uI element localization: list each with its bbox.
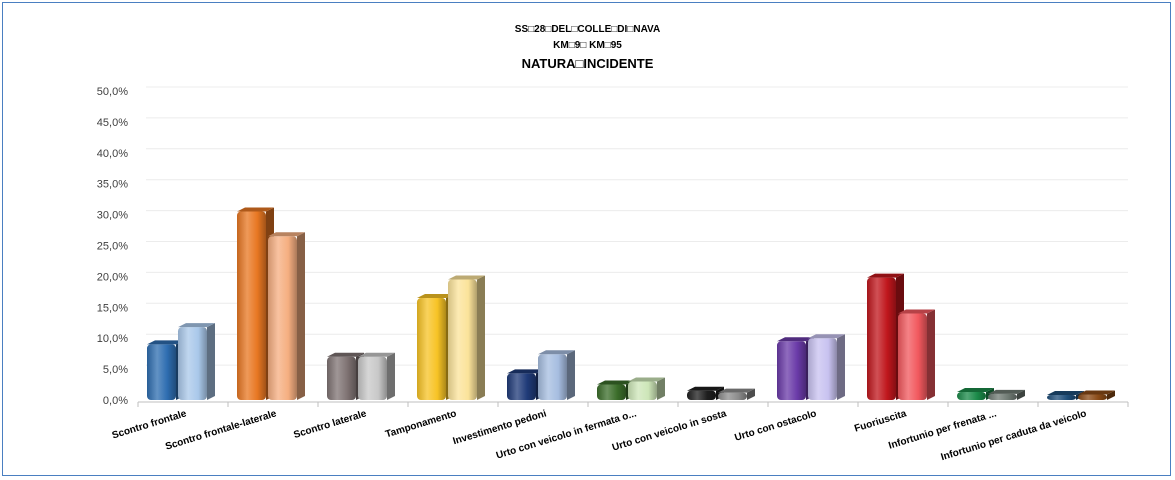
x-tick-label: Infortunio per caduta da veicolo — [940, 408, 1088, 463]
bar-side — [1107, 390, 1115, 400]
bar-front — [687, 390, 716, 400]
bar-side — [747, 388, 755, 400]
bar-front — [988, 393, 1017, 400]
bar — [538, 350, 575, 400]
bar-front — [178, 327, 207, 400]
x-tick-label: Scontro frontale — [111, 408, 188, 441]
bar-front — [957, 391, 986, 400]
bar-top — [327, 352, 364, 357]
bar-front — [147, 344, 176, 400]
bar-front — [898, 313, 927, 400]
bar — [1047, 391, 1084, 400]
bar-top — [417, 294, 454, 299]
bar-top — [597, 380, 634, 385]
x-tick-label: Tamponamento — [384, 408, 458, 440]
y-axis: 0,0% 5,0% 10,0% 15,0% 20,0% 25,0% 30,0% 35,0% 40… — [97, 86, 128, 407]
bar-top — [268, 232, 305, 237]
bar-front — [597, 384, 626, 400]
bar-front — [1047, 395, 1076, 400]
bar-front — [777, 341, 806, 400]
bar-front — [237, 211, 266, 400]
bar-side — [207, 323, 215, 400]
bar-side — [1017, 389, 1025, 400]
bar-top — [808, 334, 845, 339]
bar-top — [1078, 390, 1115, 395]
y-tick-label: 15,0% — [97, 302, 128, 314]
bar-top — [538, 350, 575, 355]
bar-top — [718, 388, 755, 393]
bar-top — [237, 207, 274, 212]
bars — [147, 207, 1115, 400]
bar-top — [178, 323, 215, 328]
x-tick-label: Urto con ostacolo — [733, 408, 818, 443]
y-tick-label: 10,0% — [97, 333, 128, 345]
bar — [358, 352, 395, 400]
bar-top — [867, 273, 904, 278]
bar-front — [867, 277, 896, 400]
bar-front — [628, 381, 657, 400]
y-tick-label: 50,0% — [97, 86, 128, 98]
bar-front — [327, 356, 356, 400]
bar-front — [268, 236, 297, 400]
y-tick-label: 25,0% — [97, 241, 128, 253]
x-axis — [137, 401, 1129, 407]
bar — [1078, 390, 1115, 400]
y-tick-label: 45,0% — [97, 117, 128, 129]
bar-side — [657, 377, 665, 400]
y-tick-label: 35,0% — [97, 179, 128, 191]
bar-top — [507, 369, 544, 374]
bar-side — [837, 334, 845, 400]
bar-top — [687, 386, 724, 391]
bar-side — [927, 309, 935, 400]
y-tick-label: 40,0% — [97, 148, 128, 160]
bar-front — [448, 279, 477, 400]
chart-title-line-2: KM□9□ KM□95 — [553, 40, 622, 51]
bar — [808, 334, 845, 400]
bar-side — [477, 275, 485, 400]
bar-top — [777, 337, 814, 342]
bar-front — [417, 298, 446, 400]
bar-front — [538, 354, 567, 400]
chart-title-main: NATURA□INCIDENTE — [521, 56, 654, 71]
bar-front — [808, 338, 837, 400]
bar-top — [1047, 391, 1084, 396]
bar-top — [147, 340, 184, 345]
bar — [687, 386, 724, 400]
bar-front — [507, 373, 536, 400]
bar-top — [988, 389, 1025, 394]
bar-side — [387, 352, 395, 400]
y-tick-label: 5,0% — [103, 364, 128, 376]
bar — [178, 323, 215, 400]
bar-top — [628, 377, 665, 382]
bar — [448, 275, 485, 400]
bar-top — [957, 387, 994, 392]
bar — [898, 309, 935, 400]
bar-front — [358, 356, 387, 400]
bar — [268, 232, 305, 400]
bar-front — [1078, 394, 1107, 400]
bar-top — [898, 309, 935, 314]
y-tick-label: 0,0% — [103, 395, 128, 407]
bar-side — [567, 350, 575, 400]
bar-top — [358, 352, 395, 357]
bar-front — [718, 392, 747, 400]
y-tick-label: 20,0% — [97, 271, 128, 283]
bar-top — [448, 275, 485, 280]
bar-side — [297, 232, 305, 400]
bar — [957, 387, 994, 400]
bar — [718, 388, 755, 400]
bar — [988, 389, 1025, 400]
x-tick-label: Fuoriuscita — [853, 408, 908, 434]
chart-title-line-1: SS□28□DEL□COLLE□DI□NAVA — [514, 24, 661, 35]
bar — [597, 380, 634, 400]
x-tick-label: Scontro laterale — [292, 408, 368, 441]
gridlines — [146, 86, 1128, 366]
y-tick-label: 30,0% — [97, 210, 128, 222]
bar — [628, 377, 665, 400]
